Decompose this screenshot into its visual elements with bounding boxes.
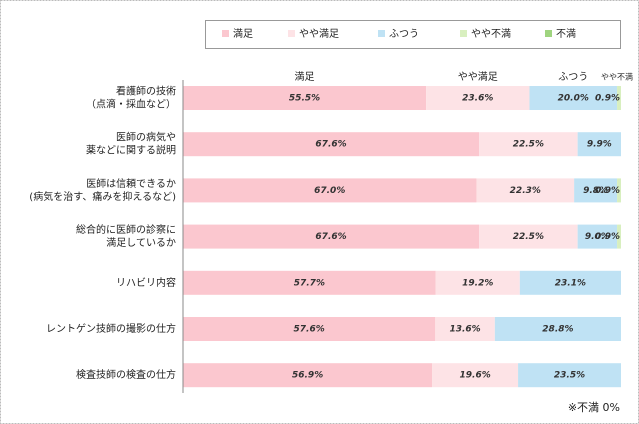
bar-segment: [519, 270, 621, 295]
bar-segment: [494, 317, 621, 341]
value-label: 23.5%: [554, 371, 585, 381]
bar-segment: [426, 86, 530, 110]
bar-segment: [617, 178, 621, 203]
column-header: やや満足: [458, 71, 498, 83]
column-header: ふつう: [558, 71, 588, 83]
bar-segment: [479, 132, 578, 157]
y-tick-label: レントゲン技師の撮影の仕方: [46, 322, 176, 335]
note: ※不満 0%: [568, 401, 620, 414]
bar-segment: [617, 224, 621, 249]
y-tick-label: 看護師の技術: [116, 85, 176, 98]
y-tick-label: 満足しているか: [106, 237, 176, 249]
legend-swatch: [222, 30, 229, 37]
value-label: 0.9%: [595, 232, 620, 242]
legend-swatch: [288, 30, 295, 37]
value-label: 67.6%: [315, 140, 346, 150]
value-label: 67.0%: [314, 186, 345, 196]
value-label: 22.5%: [513, 140, 544, 150]
y-tick-label: リハビリ内容: [116, 276, 176, 289]
legend-label: 不満: [556, 28, 576, 40]
bar-segment: [183, 270, 436, 295]
bar-segment: [518, 363, 621, 388]
value-label: 19.6%: [460, 371, 491, 381]
bar-segment: [435, 270, 520, 295]
value-label: 22.3%: [510, 186, 541, 196]
legend-label: やや満足: [299, 28, 339, 40]
column-header: やや不満: [601, 73, 633, 82]
value-label: 9.0%: [585, 232, 610, 242]
bar-segment: [183, 317, 436, 341]
value-label: 22.5%: [513, 232, 544, 242]
bar-segment: [577, 132, 621, 157]
value-label: 55.5%: [289, 94, 320, 104]
y-tick-label: (病気を治す、痛みを抑えるなど): [29, 190, 176, 203]
bar-segment: [479, 224, 578, 249]
legend-label: やや不満: [471, 28, 511, 40]
bar-segment: [183, 224, 480, 249]
value-label: 57.6%: [294, 325, 325, 335]
column-header: 満足: [295, 71, 315, 83]
y-tick-label: 薬などに関する説明: [86, 144, 176, 157]
value-label: 28.8%: [542, 325, 573, 335]
bar-segment: [476, 178, 575, 203]
bar-segment: [577, 224, 618, 249]
value-label: 20.0%: [558, 94, 589, 104]
value-label: 23.6%: [462, 94, 493, 104]
value-label: 67.6%: [315, 232, 346, 242]
value-label: 57.7%: [294, 278, 325, 288]
y-tick-label: 検査技師の検査の仕方: [76, 368, 176, 381]
y-tick-label: 医師の病気や: [116, 131, 176, 144]
bar-segment: [183, 178, 477, 203]
bar-segment: [183, 132, 480, 157]
legend-swatch: [460, 30, 467, 37]
legend-label: ふつう: [389, 28, 419, 40]
value-label: 56.9%: [292, 371, 323, 381]
bar-segment: [574, 178, 618, 203]
value-label: 13.6%: [449, 325, 480, 335]
legend-swatch: [378, 30, 385, 37]
bar-segment: [183, 363, 433, 388]
y-tick-label: 医師は信頼できるか: [86, 177, 176, 190]
bar-segment: [529, 86, 618, 110]
value-label: 9.8%: [583, 186, 608, 196]
value-label: 23.1%: [555, 278, 586, 288]
legend-label: 満足: [233, 28, 253, 40]
value-label: 0.9%: [595, 186, 620, 196]
bar-segment: [432, 363, 519, 388]
bar-segment: [435, 317, 495, 341]
bar-segment: [617, 86, 621, 110]
value-label: 19.2%: [462, 278, 493, 288]
y-tick-label: 総合的に医師の診察に: [76, 223, 176, 236]
bar-segment: [183, 86, 427, 110]
value-label: 0.9%: [595, 94, 620, 104]
value-label: 9.9%: [587, 140, 612, 150]
y-tick-label: （点滴・採血など）: [86, 98, 176, 111]
legend-swatch: [545, 30, 552, 37]
